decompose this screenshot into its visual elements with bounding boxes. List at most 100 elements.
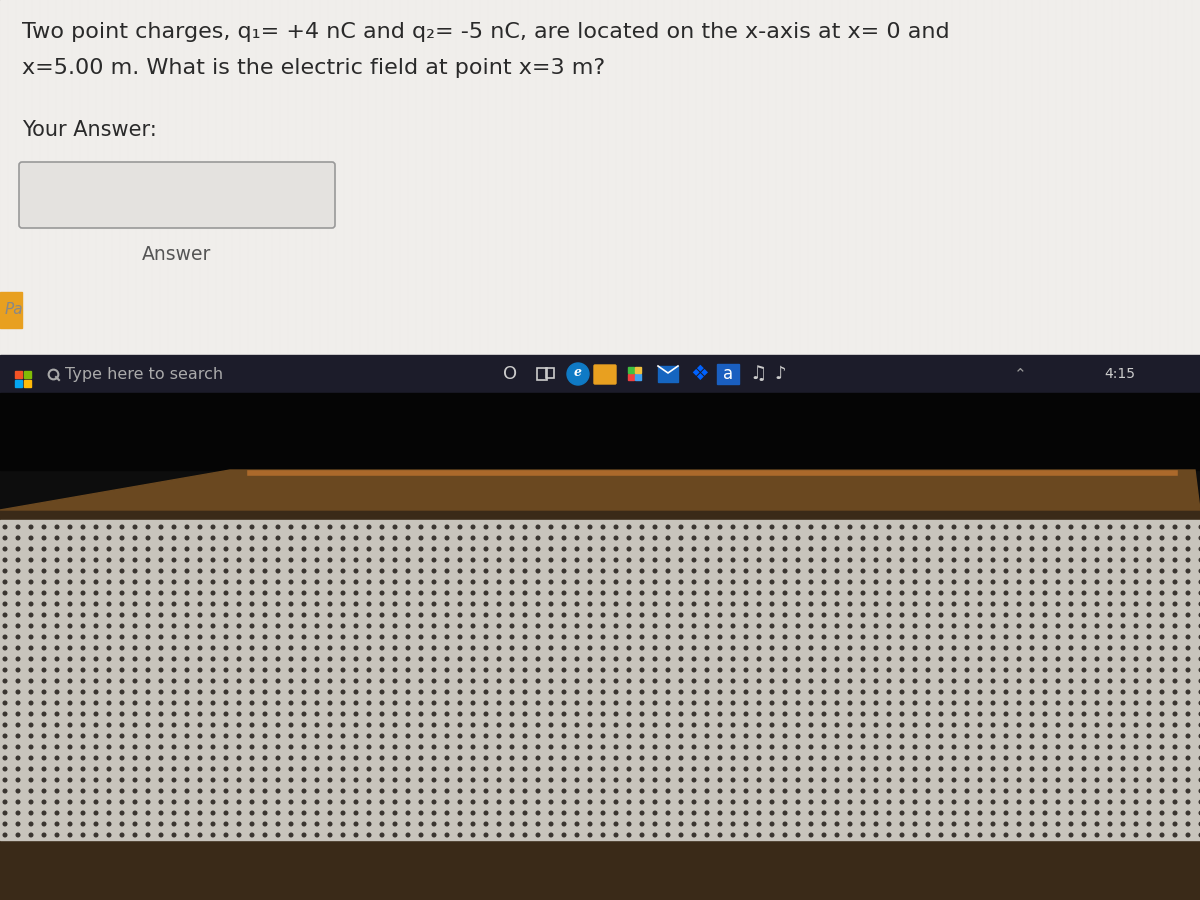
- Circle shape: [173, 547, 176, 551]
- Circle shape: [1069, 833, 1073, 837]
- Circle shape: [329, 800, 331, 804]
- Circle shape: [120, 800, 124, 804]
- Circle shape: [1056, 701, 1060, 705]
- Circle shape: [978, 526, 982, 529]
- Circle shape: [835, 536, 839, 540]
- Circle shape: [185, 657, 188, 661]
- Circle shape: [472, 778, 475, 782]
- Circle shape: [731, 680, 734, 683]
- Circle shape: [1147, 668, 1151, 671]
- Circle shape: [588, 823, 592, 826]
- Circle shape: [1018, 591, 1021, 595]
- Circle shape: [432, 536, 436, 540]
- Circle shape: [120, 657, 124, 661]
- Circle shape: [146, 547, 150, 551]
- Circle shape: [55, 680, 59, 683]
- Circle shape: [302, 767, 306, 770]
- Circle shape: [1109, 602, 1111, 606]
- Circle shape: [848, 811, 852, 814]
- Circle shape: [160, 745, 163, 749]
- Circle shape: [926, 745, 930, 749]
- Circle shape: [1018, 536, 1021, 540]
- Circle shape: [485, 547, 487, 551]
- Circle shape: [1174, 547, 1177, 551]
- Circle shape: [692, 602, 696, 606]
- Circle shape: [82, 800, 85, 804]
- Circle shape: [835, 646, 839, 650]
- Circle shape: [575, 701, 578, 705]
- Circle shape: [354, 657, 358, 661]
- Circle shape: [160, 811, 163, 814]
- Circle shape: [445, 558, 449, 562]
- Circle shape: [614, 789, 618, 793]
- Circle shape: [107, 613, 110, 617]
- Circle shape: [1069, 591, 1073, 595]
- Circle shape: [173, 745, 176, 749]
- Circle shape: [198, 734, 202, 738]
- Circle shape: [316, 558, 319, 562]
- Circle shape: [419, 712, 422, 716]
- Circle shape: [1109, 745, 1111, 749]
- Circle shape: [757, 625, 761, 628]
- Circle shape: [1160, 712, 1164, 716]
- Circle shape: [185, 536, 188, 540]
- Circle shape: [160, 646, 163, 650]
- Circle shape: [406, 778, 410, 782]
- Circle shape: [653, 569, 656, 572]
- Circle shape: [1043, 526, 1046, 529]
- Circle shape: [784, 569, 787, 572]
- Circle shape: [953, 745, 955, 749]
- Circle shape: [173, 646, 176, 650]
- Circle shape: [706, 591, 709, 595]
- Circle shape: [17, 701, 19, 705]
- Circle shape: [874, 756, 878, 760]
- Circle shape: [394, 646, 397, 650]
- Circle shape: [862, 536, 865, 540]
- Circle shape: [107, 668, 110, 671]
- Circle shape: [784, 657, 787, 661]
- Circle shape: [953, 526, 955, 529]
- Circle shape: [523, 724, 527, 727]
- Circle shape: [173, 580, 176, 584]
- Circle shape: [107, 701, 110, 705]
- Circle shape: [614, 657, 618, 661]
- Circle shape: [679, 745, 683, 749]
- Circle shape: [588, 701, 592, 705]
- Circle shape: [211, 680, 215, 683]
- Circle shape: [1056, 756, 1060, 760]
- Circle shape: [1174, 536, 1177, 540]
- Circle shape: [641, 569, 643, 572]
- Circle shape: [797, 635, 799, 639]
- Circle shape: [628, 580, 631, 584]
- Circle shape: [367, 668, 371, 671]
- Circle shape: [238, 823, 241, 826]
- Circle shape: [289, 558, 293, 562]
- Circle shape: [563, 701, 566, 705]
- Circle shape: [926, 800, 930, 804]
- Circle shape: [1069, 701, 1073, 705]
- Circle shape: [744, 580, 748, 584]
- Circle shape: [628, 800, 631, 804]
- Circle shape: [394, 635, 397, 639]
- Circle shape: [316, 701, 319, 705]
- Circle shape: [965, 724, 968, 727]
- Circle shape: [991, 701, 995, 705]
- Circle shape: [744, 724, 748, 727]
- Circle shape: [42, 701, 46, 705]
- Circle shape: [953, 823, 955, 826]
- Circle shape: [146, 756, 150, 760]
- Circle shape: [406, 701, 410, 705]
- Circle shape: [185, 811, 188, 814]
- Circle shape: [510, 800, 514, 804]
- Circle shape: [394, 602, 397, 606]
- Circle shape: [211, 778, 215, 782]
- Circle shape: [563, 767, 566, 770]
- Circle shape: [29, 547, 32, 551]
- Circle shape: [42, 602, 46, 606]
- Circle shape: [991, 536, 995, 540]
- Circle shape: [523, 526, 527, 529]
- Circle shape: [107, 536, 110, 540]
- Circle shape: [1043, 778, 1046, 782]
- Circle shape: [289, 580, 293, 584]
- Circle shape: [4, 811, 7, 814]
